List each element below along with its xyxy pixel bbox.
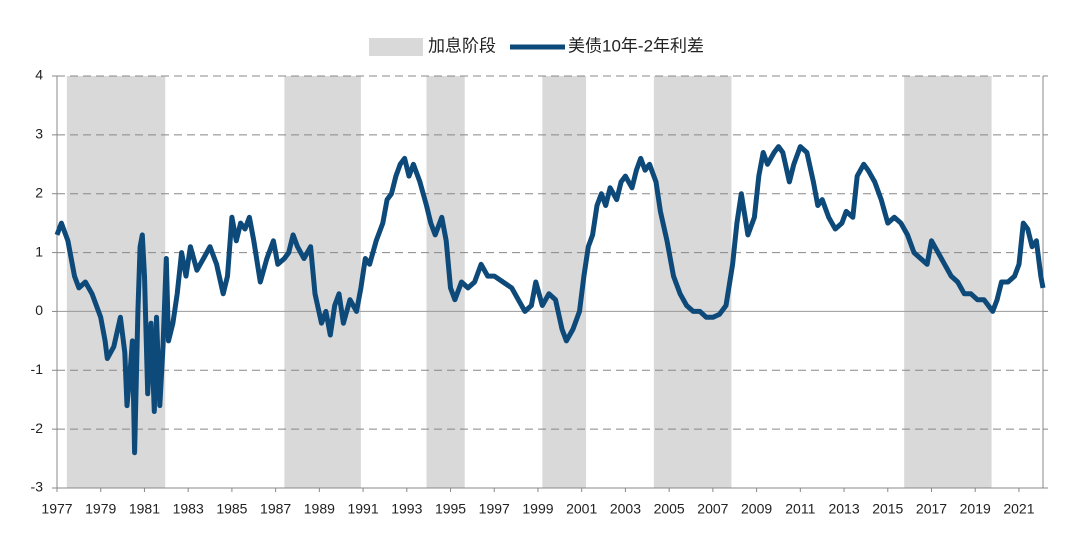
y-tick-label: 1 (35, 243, 43, 259)
x-tick-label: 1979 (85, 501, 116, 517)
x-tick-label: 1983 (173, 501, 204, 517)
hike-period (904, 76, 992, 488)
x-tick-label: 2011 (785, 501, 815, 517)
x-tick-label: 1995 (435, 501, 466, 517)
x-tick-label: 2013 (828, 501, 859, 517)
x-tick-label: 2003 (610, 501, 641, 517)
y-tick-label: 2 (35, 184, 43, 200)
x-tick-label: 2005 (654, 501, 685, 517)
y-tick-label: 3 (35, 126, 43, 142)
legend-swatch-range (369, 38, 423, 56)
y-tick-label: -2 (31, 420, 44, 436)
y-tick-label: 0 (35, 302, 43, 318)
x-tick-label: 1987 (260, 501, 291, 517)
x-tick-label: 2007 (697, 501, 728, 517)
x-tick-label: 2017 (916, 501, 947, 517)
x-tick-label: 1981 (129, 501, 160, 517)
x-tick-label: 1977 (41, 501, 72, 517)
spread-line (54, 144, 1046, 456)
x-tick-label: 1997 (479, 501, 510, 517)
legend-label: 加息阶段 (428, 36, 496, 55)
x-tick-label: 2015 (872, 501, 903, 517)
legend-label: 美债10年-2年利差 (568, 36, 704, 55)
hike-period (653, 76, 732, 488)
x-tick-label: 1999 (522, 501, 553, 517)
y-tick-label: -1 (31, 361, 44, 377)
x-tick-label: 2009 (741, 501, 772, 517)
x-tick-label: 2019 (960, 501, 991, 517)
hike-period (426, 76, 465, 488)
x-tick-label: 1989 (304, 501, 335, 517)
x-tick-label: 1991 (347, 501, 378, 517)
x-tick-label: 1993 (391, 501, 422, 517)
hike-period (66, 76, 166, 488)
hike-period (284, 76, 361, 488)
hike-period (542, 76, 587, 488)
x-tick-label: 2021 (1003, 501, 1034, 517)
x-tick-label: 1985 (216, 501, 247, 517)
y-tick-label: 4 (35, 67, 43, 83)
x-tick-label: 2001 (566, 501, 597, 517)
y-tick-label: -3 (31, 479, 44, 495)
